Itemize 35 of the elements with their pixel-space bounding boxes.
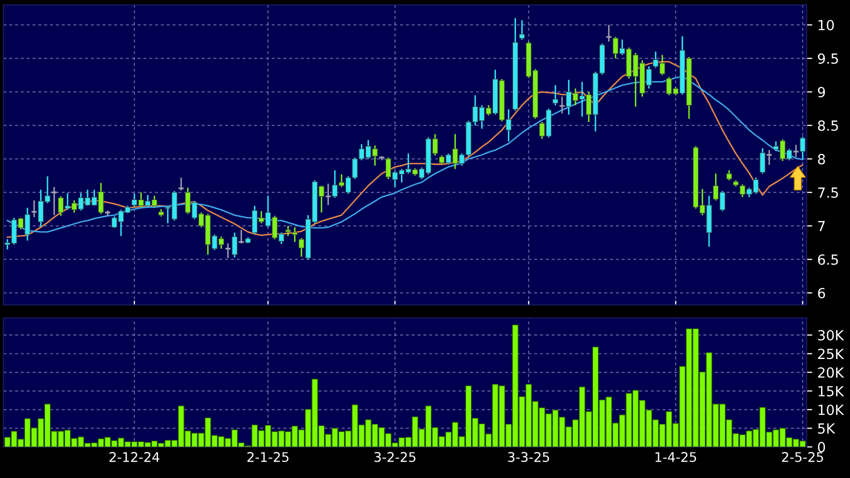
candlestick	[726, 170, 732, 182]
y-tick-label: 8	[818, 154, 825, 164]
candlestick	[292, 226, 298, 243]
candlestick	[519, 19, 525, 40]
y-tick-label: 30K	[818, 330, 844, 340]
x-tick-label: 2-1-25	[247, 452, 288, 462]
candlestick	[552, 84, 558, 106]
candlestick	[605, 24, 612, 42]
y-tick-label: 5K	[818, 423, 836, 434]
candlestick	[792, 144, 800, 158]
x-tick-label: 2-5-25	[782, 452, 824, 462]
candlestick	[766, 149, 773, 166]
y-tick-label: 25K	[818, 348, 844, 360]
y-tick-label: 7.5	[818, 188, 838, 198]
y-tick-label: 10K	[818, 404, 844, 416]
y-tick-label: 8.5	[818, 120, 838, 131]
candlestick	[285, 225, 291, 237]
x-tick-label: 2-12-24	[110, 452, 160, 462]
y-tick-label: 15K	[818, 386, 844, 396]
y-tick-label: 9.5	[818, 53, 838, 64]
candlestick	[232, 232, 238, 258]
y-tick-label: 6.5	[818, 254, 838, 265]
candlestick	[558, 96, 566, 114]
x-tick-label: 3-2-25	[374, 452, 416, 462]
y-tick-label: 7	[818, 221, 825, 232]
candlestick	[238, 229, 245, 244]
y-tick-label: 9	[818, 86, 825, 98]
y-tick-label: 6	[818, 288, 826, 298]
y-tick-label: 20K	[818, 367, 844, 378]
candlestick	[760, 147, 766, 174]
x-tick-label: 3-3-25	[508, 452, 550, 462]
y-tick-label: 10	[818, 20, 834, 30]
candlestick	[800, 136, 806, 160]
x-tick-label: 1-4-25	[656, 452, 696, 462]
y-tick-label: 0	[818, 442, 825, 452]
